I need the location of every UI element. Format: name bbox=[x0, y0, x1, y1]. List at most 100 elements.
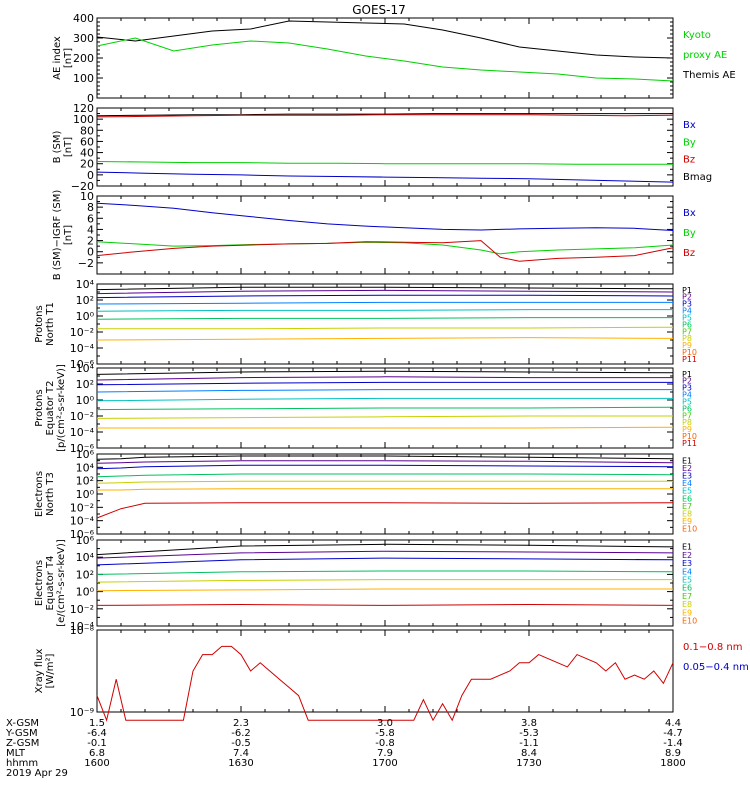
ephem-value: 8.4 bbox=[521, 748, 537, 759]
ephem-value: 6.8 bbox=[89, 748, 105, 759]
y-axis-label: [p/(cm²-s-sr-keV)] bbox=[56, 364, 67, 452]
y-tick-label: 10⁰ bbox=[76, 586, 95, 599]
panel-xray: 10⁻⁸ 10⁻⁹ Xray flux [W/m²] 0.1−0.8 nm 0.05−0.… bbox=[34, 624, 749, 722]
y-tick-label: −20 bbox=[71, 180, 94, 193]
legend-entry: P7 bbox=[682, 411, 692, 420]
y-tick-label: 10⁻² bbox=[70, 410, 94, 423]
series-line-5 bbox=[96, 309, 673, 312]
panel-frame bbox=[96, 629, 674, 713]
series-line-8 bbox=[96, 337, 674, 341]
legend-entry: Bz bbox=[683, 155, 695, 166]
legend-entry: P1 bbox=[682, 370, 692, 379]
series-line-6 bbox=[96, 317, 673, 320]
series-line-1 bbox=[96, 645, 674, 722]
y-tick-label: 20 bbox=[80, 158, 94, 171]
ephem-value: -0.5 bbox=[231, 738, 251, 749]
legend-entry: E6 bbox=[682, 494, 692, 503]
series-line-8 bbox=[97, 426, 674, 429]
ephem-value: 4.4 bbox=[665, 718, 681, 729]
y-tick-label: 4 bbox=[87, 223, 94, 236]
legend-entry: By bbox=[683, 228, 696, 239]
ephem-value: -0.1 bbox=[87, 738, 107, 749]
y-axis-label: B (SM) bbox=[52, 130, 63, 163]
y-tick-label: 10⁻⁴ bbox=[70, 426, 95, 439]
series-line-4 bbox=[96, 301, 673, 305]
panel-ae: 400 300 200 100 0 AE index [nT] Kyoto proxy AE Th… bbox=[52, 12, 736, 105]
series-line-5 bbox=[96, 397, 673, 402]
y-tick-label: 10⁻² bbox=[70, 501, 94, 514]
y-tick-label: 10² bbox=[76, 475, 94, 488]
ephem-value: -6.4 bbox=[87, 728, 107, 739]
y-tick-label: 10⁶ bbox=[76, 534, 95, 547]
legend-entry: P10 bbox=[682, 432, 697, 441]
y-tick-label: 10 bbox=[80, 190, 94, 203]
y-axis-label: [nT] bbox=[63, 225, 74, 245]
series-line-4 bbox=[96, 570, 674, 575]
y-tick-label: 10⁴ bbox=[76, 278, 95, 291]
y-tick-label: 10⁰ bbox=[76, 488, 95, 501]
legend-entry: P4 bbox=[682, 391, 692, 400]
series-line-1 bbox=[96, 286, 674, 291]
y-tick-label: 100 bbox=[73, 72, 94, 85]
y-axis-label: Equator T4 bbox=[45, 556, 56, 611]
legend-entry: E7 bbox=[682, 502, 692, 511]
series-line-4 bbox=[96, 473, 674, 478]
series-line-1 bbox=[96, 113, 673, 117]
y-tick-label: 6 bbox=[87, 212, 94, 225]
series-line-3 bbox=[96, 161, 673, 165]
series-line-2 bbox=[96, 241, 674, 255]
legend-entry: P10 bbox=[682, 348, 697, 357]
legend-entry: E4 bbox=[682, 479, 692, 488]
legend-entry: Bz bbox=[683, 248, 695, 259]
y-tick-label: 10⁻⁶ bbox=[70, 528, 95, 541]
legend-entry: P11 bbox=[682, 439, 697, 448]
legend-entry: P7 bbox=[682, 327, 692, 336]
legend-entry: P3 bbox=[682, 384, 692, 393]
legend-entry: P9 bbox=[682, 425, 692, 434]
legend-entry: P8 bbox=[682, 334, 692, 343]
y-tick-label: 100 bbox=[73, 113, 94, 126]
legend-entry: E1 bbox=[682, 543, 692, 552]
y-tick-label: 10⁻⁴ bbox=[70, 620, 95, 633]
series-line-2 bbox=[96, 550, 674, 559]
y-tick-label: 10⁰ bbox=[76, 394, 95, 407]
y-tick-label: 8 bbox=[87, 201, 94, 214]
y-tick-label: 120 bbox=[73, 102, 94, 115]
series-line-6 bbox=[97, 488, 673, 491]
y-tick-label: 10⁻⁶ bbox=[70, 358, 95, 371]
y-tick-label: 10⁴ bbox=[76, 551, 95, 564]
y-tick-label: 60 bbox=[80, 135, 94, 148]
panel-p_t2: 10⁴ 10² 10⁰ 10⁻² 10⁻⁴ 10⁻⁶ Protons Equator T2 [p… bbox=[34, 362, 697, 455]
y-tick-label: 10⁴ bbox=[76, 362, 95, 375]
y-tick-label: 80 bbox=[80, 124, 94, 137]
legend-entry: P11 bbox=[682, 355, 697, 364]
y-tick-label: 10⁻² bbox=[70, 326, 94, 339]
legend-entry: E10 bbox=[682, 617, 697, 626]
legend-entry: E8 bbox=[682, 510, 692, 519]
legend-entry: E10 bbox=[682, 525, 697, 534]
legend-entry: P9 bbox=[682, 341, 692, 350]
legend-entry: E5 bbox=[682, 576, 692, 585]
ephem-value: -0.8 bbox=[375, 738, 395, 749]
series-line-3 bbox=[96, 240, 674, 262]
legend-entry: Themis AE bbox=[682, 70, 736, 81]
panel-frame bbox=[96, 539, 674, 627]
series-line-3 bbox=[96, 381, 673, 386]
series-line-7 bbox=[96, 415, 673, 419]
y-tick-label: 10⁻⁹ bbox=[70, 706, 94, 719]
series-line-1 bbox=[96, 455, 674, 460]
ephem-value: -1.1 bbox=[519, 738, 539, 749]
ephem-value: -5.3 bbox=[519, 728, 539, 739]
ephem-label-z-gsm: Z-GSM bbox=[6, 738, 39, 749]
y-tick-label: 2 bbox=[87, 235, 94, 248]
series-line-6 bbox=[96, 588, 673, 592]
series-line-4 bbox=[96, 389, 673, 393]
y-axis-label: [nT] bbox=[63, 48, 74, 68]
legend-entry: E4 bbox=[682, 567, 692, 576]
y-tick-label: 10⁰ bbox=[76, 310, 95, 323]
y-tick-label: 10² bbox=[76, 294, 94, 307]
legend-entry: P5 bbox=[682, 397, 692, 406]
legend-entry: Bmag bbox=[683, 172, 712, 183]
